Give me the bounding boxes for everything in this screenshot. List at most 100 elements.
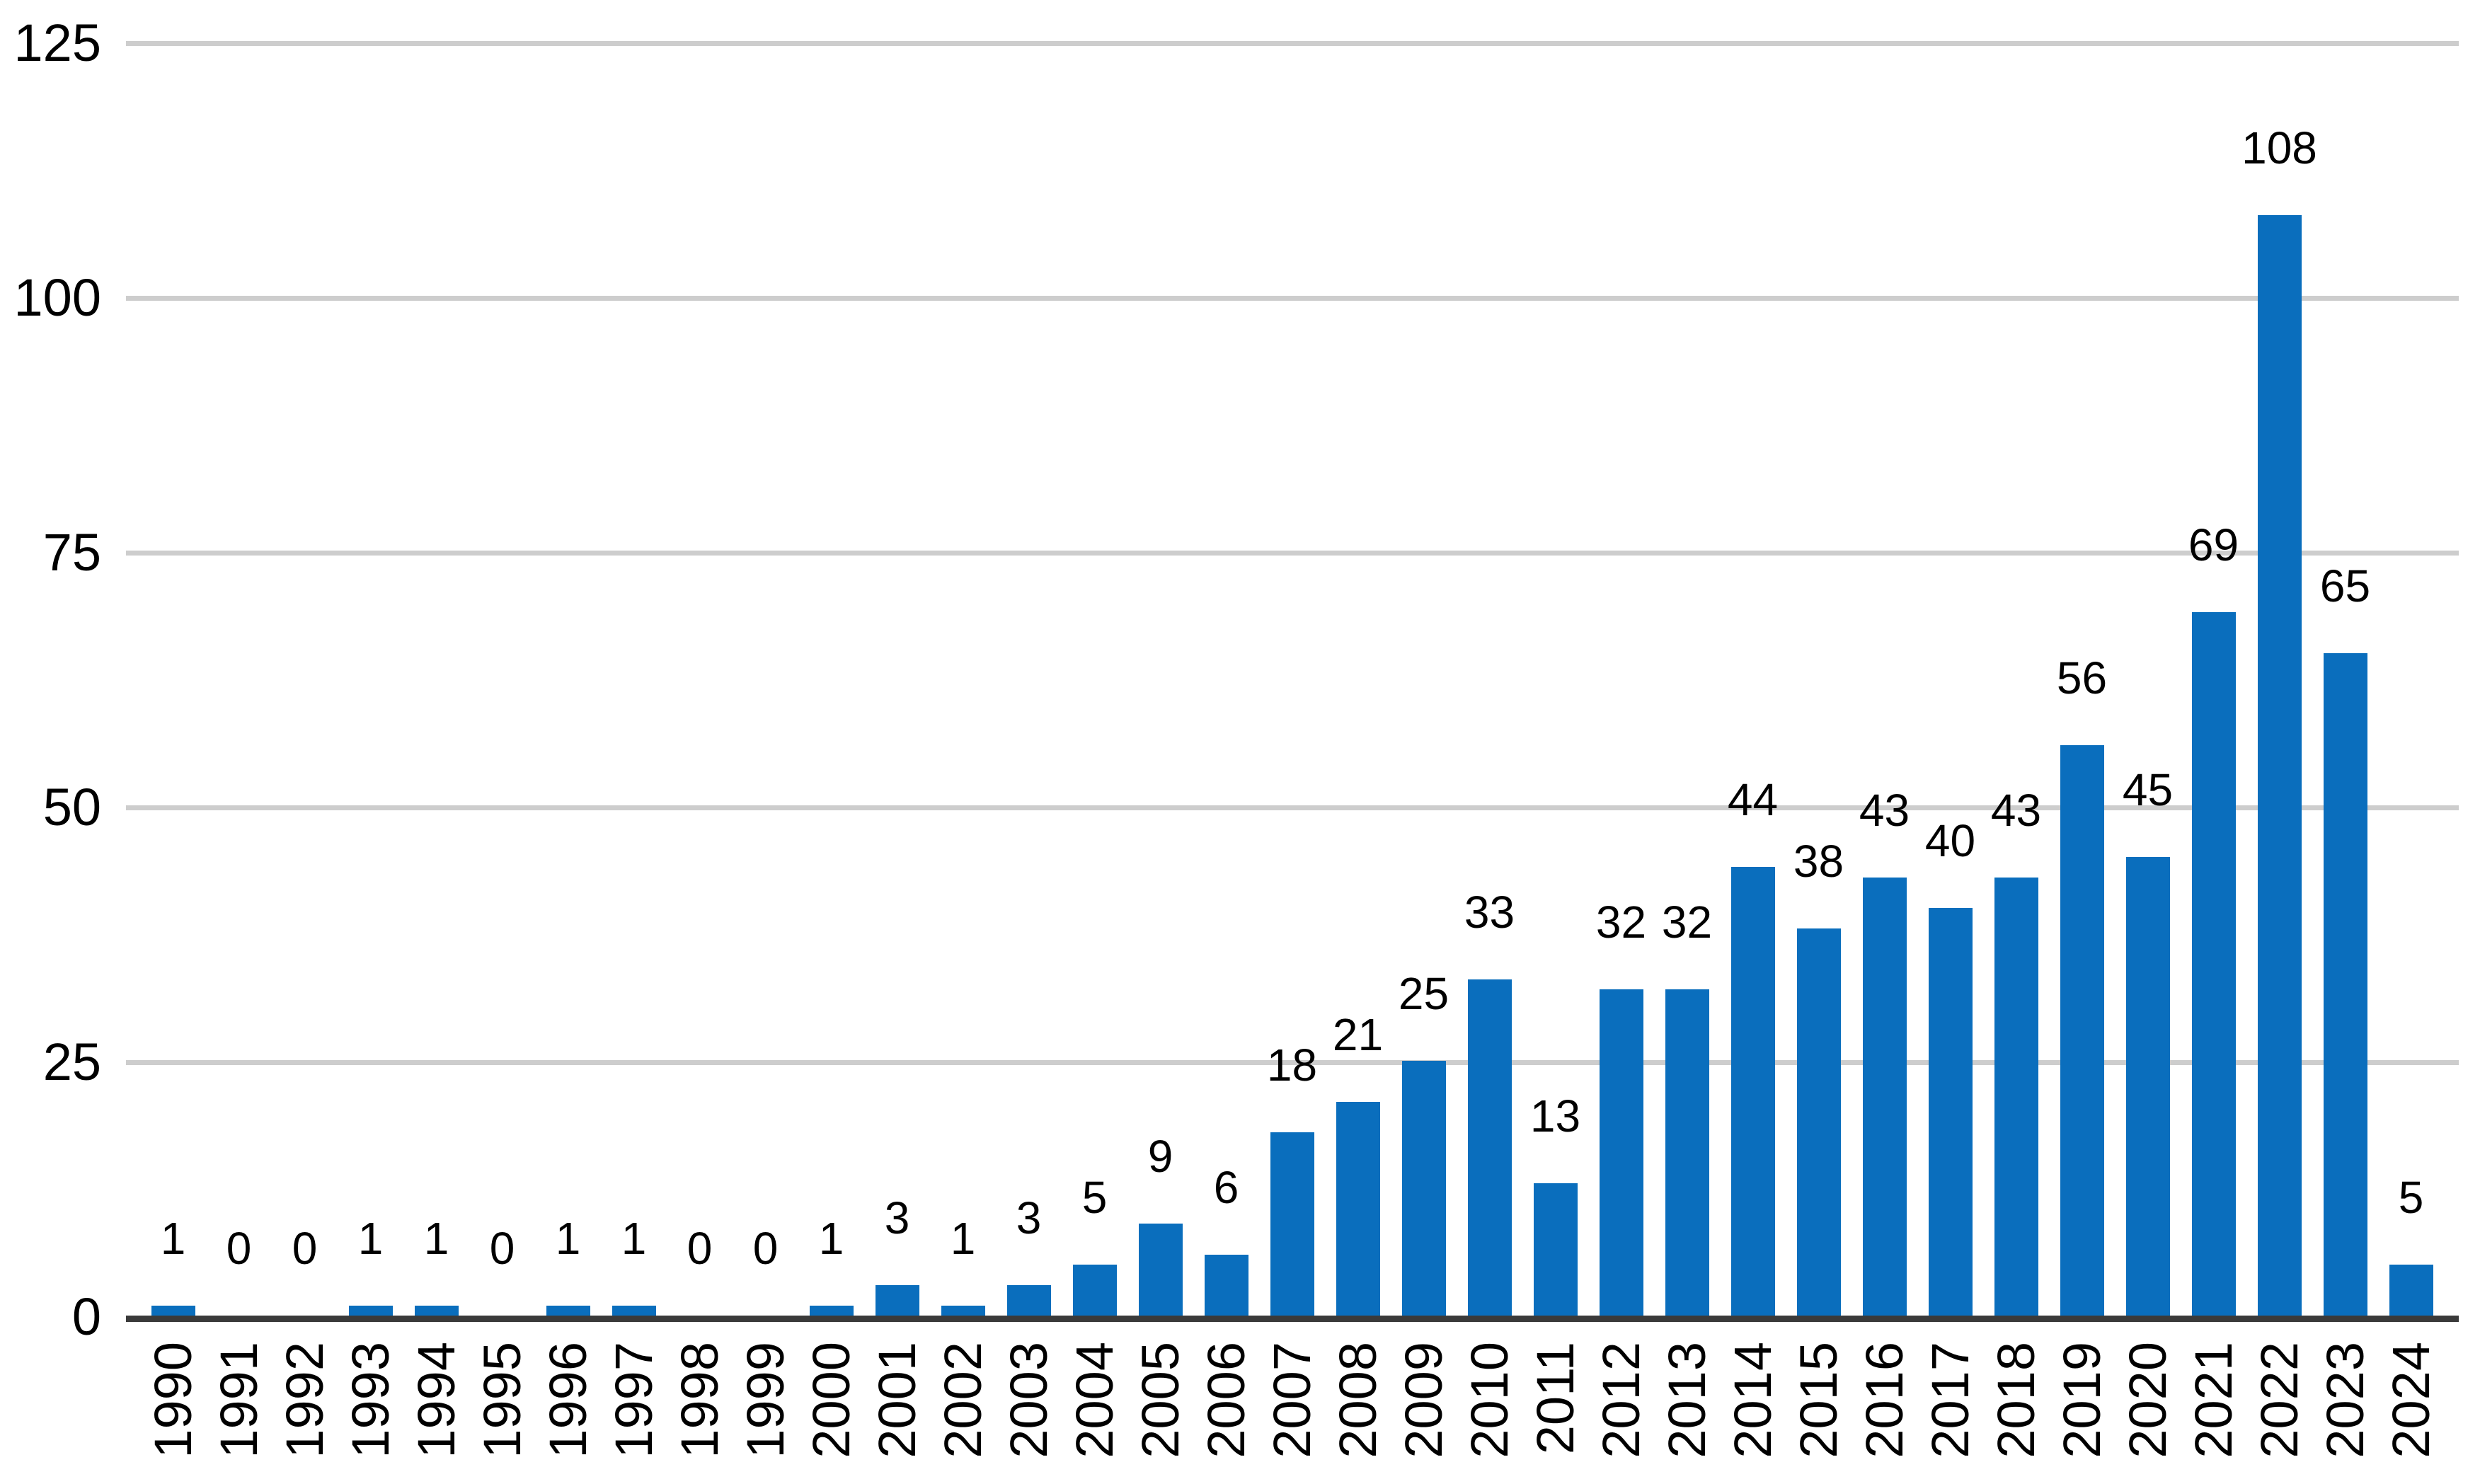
bar-value-label-2007: 18 <box>1266 1039 1318 1091</box>
x-tick-label-2021: 2021 <box>2183 1342 2243 1459</box>
bar-2015 <box>1796 928 1841 1316</box>
x-tick-label-2020: 2020 <box>2118 1342 2177 1459</box>
bar-value-label-2006: 6 <box>1213 1161 1239 1213</box>
bar-group-2010: 33 <box>1457 886 1522 1316</box>
x-tick-label-2010: 2010 <box>1459 1342 1519 1459</box>
x-tick-label-2006: 2006 <box>1196 1342 1256 1459</box>
bar-2013 <box>1665 989 1709 1316</box>
bar-value-label-1998: 0 <box>687 1223 713 1274</box>
bar-value-label-1994: 1 <box>423 1212 449 1264</box>
bar-group-1995: 0 <box>469 1222 535 1316</box>
bar-group-1991: 0 <box>206 1222 272 1316</box>
y-tick-label-125: 125 <box>13 13 101 72</box>
bar-value-label-2005: 9 <box>1147 1131 1173 1183</box>
bar-value-label-2018: 43 <box>1990 784 2042 836</box>
bar-value-label-1999: 0 <box>752 1223 779 1274</box>
bar-value-label-1992: 0 <box>292 1223 318 1274</box>
bar-2014 <box>1730 867 1775 1316</box>
bar-2011 <box>1533 1183 1578 1316</box>
bar-2000 <box>809 1305 854 1316</box>
bar-group-2016: 43 <box>1852 784 1917 1316</box>
bar-value-label-2008: 21 <box>1332 1008 1384 1060</box>
bar-2001 <box>875 1284 919 1316</box>
x-tick-label-2008: 2008 <box>1328 1342 1387 1459</box>
bar-group-2009: 25 <box>1391 967 1457 1316</box>
bar-value-label-2021: 69 <box>2188 519 2239 571</box>
bar-value-label-1990: 1 <box>160 1212 186 1264</box>
x-tick-label-2014: 2014 <box>1723 1342 1782 1459</box>
bar-group-1990: 1 <box>140 1212 206 1316</box>
bar-group-1994: 1 <box>403 1212 469 1316</box>
bar-group-1998: 0 <box>667 1222 733 1316</box>
x-tick-label-2002: 2002 <box>933 1342 992 1459</box>
bar-group-2005: 9 <box>1127 1130 1193 1316</box>
bar-value-label-2024: 5 <box>2398 1172 2424 1223</box>
bar-group-2004: 5 <box>1062 1171 1127 1316</box>
x-tick-label-2019: 2019 <box>2052 1342 2111 1459</box>
bar-2020 <box>2125 857 2170 1316</box>
x-tick-label-2005: 2005 <box>1130 1342 1190 1459</box>
x-tick-label-1997: 1997 <box>604 1342 663 1459</box>
x-tick-label-2004: 2004 <box>1064 1342 1124 1459</box>
y-tick-label-75: 75 <box>42 523 101 582</box>
y-tick-label-0: 0 <box>71 1287 101 1346</box>
x-tick-label-2013: 2013 <box>1657 1342 1716 1459</box>
bar-2019 <box>2060 744 2104 1316</box>
bar-group-1993: 1 <box>338 1212 403 1316</box>
bar-group-2019: 56 <box>2049 652 2115 1316</box>
bar-group-2007: 18 <box>1259 1039 1325 1316</box>
bar-2023 <box>2323 653 2367 1316</box>
bar-group-2000: 1 <box>798 1212 864 1316</box>
bar-2018 <box>1994 877 2038 1316</box>
bar-2004 <box>1072 1265 1117 1316</box>
bar-group-2012: 32 <box>1588 896 1654 1316</box>
bar-value-label-2010: 33 <box>1464 886 1515 938</box>
plot-area: 1 0 0 1 1 0 1 1 0 0 1 3 1 3 5 9 6 18 21 25 33 13 32 32 44 38 43 40 4… <box>140 0 2444 1316</box>
x-tick-label-1999: 1999 <box>735 1342 795 1459</box>
gridline-125 <box>126 41 2459 46</box>
bar-value-label-2023: 65 <box>2319 560 2371 611</box>
bar-group-2023: 65 <box>2312 560 2378 1316</box>
x-tick-label-2011: 2011 <box>1525 1342 1585 1455</box>
y-tick-label-50: 50 <box>42 778 101 836</box>
bar-value-label-2012: 32 <box>1595 897 1647 948</box>
x-tick-label-1993: 1993 <box>340 1342 400 1459</box>
bar-group-2011: 13 <box>1522 1090 1588 1316</box>
bar-2008 <box>1336 1101 1380 1316</box>
bar-2012 <box>1599 989 1643 1316</box>
bar-value-label-1995: 0 <box>489 1223 515 1274</box>
x-tick-label-2018: 2018 <box>1986 1342 2045 1459</box>
bar-group-2017: 40 <box>1917 815 1983 1316</box>
bar-value-label-1993: 1 <box>357 1212 384 1264</box>
bar-group-2013: 32 <box>1654 896 1720 1316</box>
bar-value-label-2016: 43 <box>1859 784 1910 836</box>
bar-1990 <box>151 1305 195 1316</box>
bar-value-label-2011: 13 <box>1529 1090 1581 1141</box>
bar-value-label-2009: 25 <box>1398 968 1449 1019</box>
x-tick-label-2007: 2007 <box>1262 1342 1321 1459</box>
bar-2017 <box>1928 908 1973 1316</box>
bar-2007 <box>1270 1132 1314 1316</box>
bar-2006 <box>1204 1254 1248 1316</box>
x-tick-label-1991: 1991 <box>209 1342 268 1459</box>
bar-group-2021: 69 <box>2181 519 2246 1316</box>
bar-value-label-2022: 108 <box>2241 122 2317 173</box>
bar-2016 <box>1862 877 1907 1316</box>
bar-group-2008: 21 <box>1325 1008 1391 1316</box>
bar-group-2014: 44 <box>1720 773 1786 1316</box>
bar-2021 <box>2191 612 2236 1316</box>
bar-2002 <box>941 1305 985 1316</box>
bar-group-1992: 0 <box>272 1222 338 1316</box>
gridline-100 <box>126 296 2459 301</box>
bar-value-label-2001: 3 <box>884 1192 910 1243</box>
y-tick-label-25: 25 <box>42 1033 101 1091</box>
x-tick-label-2022: 2022 <box>2249 1342 2309 1459</box>
x-tick-label-2000: 2000 <box>801 1342 861 1459</box>
bar-value-label-1991: 0 <box>226 1223 252 1274</box>
gridline-50 <box>126 805 2459 810</box>
bar-group-2018: 43 <box>1983 784 2049 1316</box>
x-tick-label-1990: 1990 <box>143 1342 202 1459</box>
x-axis-line <box>126 1316 2459 1322</box>
x-tick-label-1996: 1996 <box>538 1342 597 1459</box>
